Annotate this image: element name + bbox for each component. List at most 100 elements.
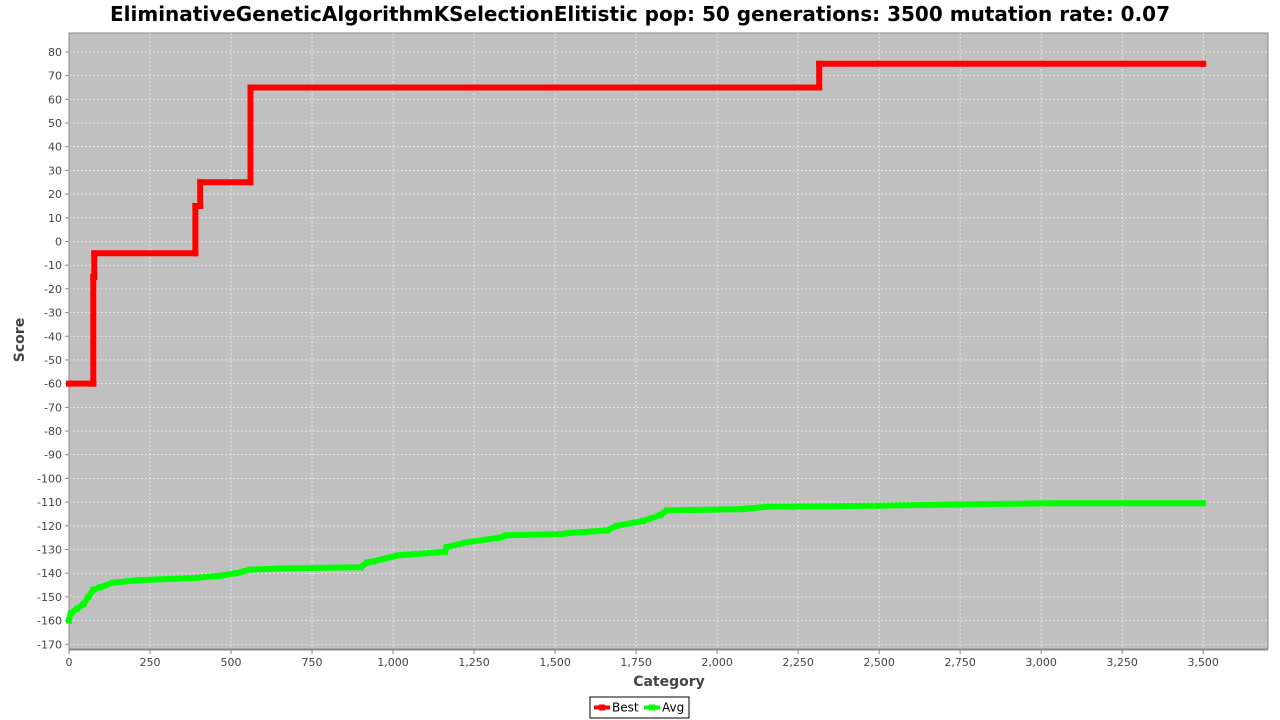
x-tick-label: 2,500 xyxy=(863,656,895,669)
axes: -170-160-150-140-130-120-110-100-90-80-7… xyxy=(37,33,1268,669)
chart-title: EliminativeGeneticAlgorithmKSelectionEli… xyxy=(110,2,1170,26)
y-tick-label: -70 xyxy=(44,401,62,414)
x-tick-label: 0 xyxy=(66,656,73,669)
data-point-avg xyxy=(558,531,565,538)
data-point-avg xyxy=(613,522,620,529)
data-point-best xyxy=(90,380,97,387)
data-point-avg xyxy=(496,534,503,541)
x-tick-label: 250 xyxy=(140,656,161,669)
legend-marker-best xyxy=(599,704,605,711)
data-point-avg xyxy=(218,572,225,579)
y-tick-label: 40 xyxy=(48,141,62,154)
y-tick-label: -30 xyxy=(44,307,62,320)
data-point-avg xyxy=(603,527,610,534)
y-tick-label: 70 xyxy=(48,70,62,83)
data-point-avg xyxy=(66,617,72,624)
data-point-avg xyxy=(247,566,254,573)
x-tick-label: 3,500 xyxy=(1187,656,1219,669)
legend-box xyxy=(589,696,690,719)
y-tick-label: -50 xyxy=(44,354,62,367)
data-point-avg xyxy=(192,574,199,581)
y-tick-label: -170 xyxy=(37,638,62,651)
data-point-avg xyxy=(135,577,142,584)
y-tick-label: -110 xyxy=(37,496,62,509)
y-axis-label: Score xyxy=(12,318,28,362)
x-tick-label: 1,250 xyxy=(458,656,490,669)
data-point-best xyxy=(197,179,204,186)
y-tick-label: -60 xyxy=(44,378,62,391)
legend: Best Avg xyxy=(589,696,690,719)
data-point-best xyxy=(91,250,98,257)
y-tick-label: -150 xyxy=(37,591,62,604)
y-tick-label: 50 xyxy=(48,117,62,130)
data-point-avg xyxy=(109,579,116,586)
data-point-avg xyxy=(232,570,239,577)
data-point-avg xyxy=(357,564,364,571)
series xyxy=(66,60,1207,624)
plot-area xyxy=(68,32,1269,650)
y-tick-label: -10 xyxy=(44,259,62,272)
legend-label-avg: Avg xyxy=(662,701,684,715)
y-tick-label: 10 xyxy=(48,212,62,225)
data-point-best xyxy=(1200,60,1207,67)
data-point-avg xyxy=(736,506,743,513)
y-tick-label: 60 xyxy=(48,93,62,106)
y-tick-label: -140 xyxy=(37,567,62,580)
y-tick-label: 30 xyxy=(48,164,62,177)
legend-marker-avg xyxy=(649,704,655,711)
data-point-best xyxy=(192,202,199,209)
data-point-avg xyxy=(566,529,573,536)
data-point-best xyxy=(816,84,823,91)
y-tick-label: 80 xyxy=(48,46,62,59)
data-point-avg xyxy=(764,503,771,510)
data-point-avg xyxy=(443,544,450,551)
data-point-best xyxy=(66,380,72,387)
x-tick-label: 1,750 xyxy=(620,656,652,669)
data-point-avg xyxy=(394,552,401,559)
data-point-avg xyxy=(1051,500,1058,507)
data-point-avg xyxy=(503,532,510,539)
data-point-best xyxy=(91,274,98,281)
y-tick-label: 0 xyxy=(55,235,62,248)
y-tick-label: -90 xyxy=(44,449,62,462)
data-point-avg xyxy=(96,584,103,591)
data-point-best xyxy=(816,60,823,67)
data-point-best xyxy=(192,250,199,257)
data-point-avg xyxy=(67,610,74,617)
data-point-best xyxy=(247,179,254,186)
x-tick-label: 1,500 xyxy=(539,656,571,669)
data-point-avg xyxy=(639,518,646,525)
x-tick-label: 750 xyxy=(302,656,323,669)
y-tick-label: -80 xyxy=(44,425,62,438)
data-point-avg xyxy=(657,512,664,519)
data-point-avg xyxy=(74,605,81,612)
x-tick-label: 3,250 xyxy=(1106,656,1138,669)
data-point-avg xyxy=(364,559,371,566)
y-tick-label: -130 xyxy=(37,543,62,556)
y-tick-label: -40 xyxy=(44,330,62,343)
y-tick-label: -20 xyxy=(44,283,62,296)
data-point-avg xyxy=(441,548,448,555)
data-point-best xyxy=(197,202,204,209)
x-tick-label: 500 xyxy=(221,656,242,669)
data-point-avg xyxy=(462,539,469,546)
y-tick-label: 20 xyxy=(48,188,62,201)
data-point-avg xyxy=(279,565,286,572)
data-point-avg xyxy=(80,600,87,607)
data-point-best xyxy=(247,84,254,91)
data-point-avg xyxy=(953,501,960,508)
y-tick-label: -160 xyxy=(37,615,62,628)
x-tick-label: 3,000 xyxy=(1025,656,1057,669)
data-point-avg xyxy=(663,507,670,514)
data-point-avg xyxy=(370,558,377,565)
x-tick-label: 1,000 xyxy=(377,656,409,669)
x-tick-label: 2,250 xyxy=(782,656,814,669)
data-point-avg xyxy=(90,586,97,593)
x-tick-label: 2,000 xyxy=(701,656,733,669)
y-tick-label: -100 xyxy=(37,472,62,485)
x-tick-label: 2,750 xyxy=(944,656,976,669)
data-point-avg xyxy=(85,593,92,600)
data-point-avg xyxy=(1200,500,1207,507)
y-tick-label: -120 xyxy=(37,520,62,533)
